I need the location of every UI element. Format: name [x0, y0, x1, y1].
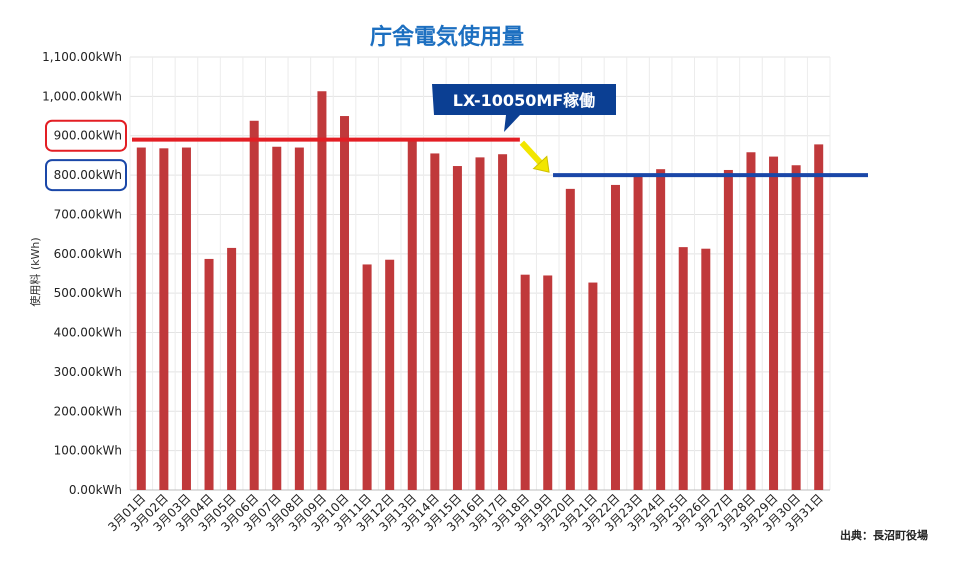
y-tick-label: 0.00kWh: [69, 483, 122, 497]
bar: [791, 165, 801, 490]
y-tick-label: 900.00kWh: [54, 129, 122, 143]
y-tick-label: 400.00kWh: [54, 326, 122, 340]
bar: [340, 116, 350, 490]
y-tick-label: 1,000.00kWh: [42, 89, 122, 103]
bar: [656, 169, 666, 490]
bar: [678, 247, 688, 490]
bar: [723, 169, 733, 490]
bar: [520, 274, 530, 490]
bar: [227, 247, 237, 490]
y-axis-label: 使用料 (kWh): [28, 237, 42, 306]
y-tick-label: 1,100.00kWh: [42, 50, 122, 64]
transition-arrow-head: [532, 155, 550, 173]
bar: [565, 188, 575, 491]
bar: [385, 259, 395, 490]
bar: [317, 91, 327, 490]
chart-title: 庁舎電気使用量: [370, 24, 524, 50]
bar: [249, 120, 259, 490]
bar: [633, 175, 643, 490]
y-tick-labels: 0.00kWh 100.00kWh 200.00kWh 300.00kWh 400.00…: [42, 50, 122, 497]
x-tick-labels: 3月01日3月02日3月03日3月04日3月05日3月06日3月07日3月08日…: [105, 491, 825, 534]
bar: [746, 152, 756, 490]
bar: [701, 248, 711, 490]
bar: [814, 144, 824, 490]
bar: [452, 166, 462, 490]
y-tick-label: 700.00kWh: [54, 207, 122, 221]
bar: [588, 282, 598, 490]
y-tick-label: 300.00kWh: [54, 365, 122, 379]
y-tick-label: 200.00kWh: [54, 404, 122, 418]
y-tick-label: 600.00kWh: [54, 247, 122, 261]
bar: [769, 156, 779, 490]
callout-box: [432, 84, 616, 132]
bar: [407, 140, 417, 490]
y-tick-label: 500.00kWh: [54, 286, 122, 300]
source-note: 出典：長沼町役場: [840, 528, 928, 542]
callout-text: LX-10050MF稼働: [453, 91, 595, 110]
bar: [475, 157, 485, 491]
bar: [204, 258, 214, 490]
bar: [543, 275, 553, 490]
bar: [272, 146, 282, 490]
y-tick-label: 100.00kWh: [54, 444, 122, 458]
bar: [498, 154, 508, 490]
grid-layer: [129, 56, 831, 491]
bar: [610, 184, 620, 490]
bar: [294, 147, 304, 490]
after-label-highlight: [45, 159, 127, 192]
bar: [430, 153, 440, 490]
transition-arrow-shaft: [519, 140, 543, 165]
y-tick-label: 800.00kWh: [54, 168, 122, 182]
bar: [181, 147, 191, 490]
bar: [159, 148, 169, 490]
bar: [136, 147, 146, 490]
before-label-highlight: [45, 119, 127, 152]
bar: [362, 264, 372, 490]
annotations: LX-10050MF稼働: [45, 84, 868, 192]
bars: [136, 91, 824, 491]
